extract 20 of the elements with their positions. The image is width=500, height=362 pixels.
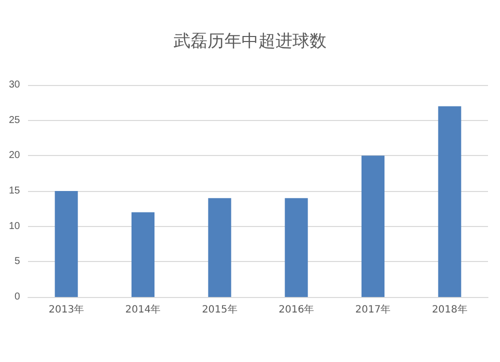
bar (362, 156, 384, 297)
x-tick-label: 2015年 (202, 304, 238, 316)
y-tick-label: 10 (8, 220, 20, 232)
bar (208, 198, 232, 297)
y-tick-label: 25 (8, 114, 20, 126)
bar (54, 191, 78, 297)
bar (284, 198, 308, 297)
y-tick-label: 15 (8, 186, 20, 196)
x-tick-label: 2018年 (432, 304, 468, 316)
y-tick-label: 20 (8, 150, 20, 162)
bar (132, 212, 154, 297)
x-tick-label: 2014年 (125, 304, 161, 316)
x-tick-label: 2017年 (355, 304, 391, 316)
y-tick-label: 5 (14, 256, 20, 268)
x-tick-label: 2013年 (48, 304, 84, 316)
y-tick-label: 30 (8, 80, 20, 90)
chart-title: 武磊历年中超进球数 (174, 32, 326, 52)
y-tick-label: 0 (14, 292, 20, 302)
x-tick-label: 2016年 (278, 304, 314, 316)
bar (438, 106, 462, 297)
